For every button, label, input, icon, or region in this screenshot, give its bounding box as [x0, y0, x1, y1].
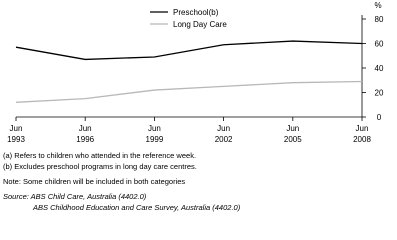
y-tick-label: 40 [375, 64, 384, 73]
x-tick-label: Jun 1993 [7, 124, 25, 144]
line [15, 80, 363, 103]
source: ABS Childhood Education and Care Survey,… [32, 203, 241, 212]
x-tick-label: Jun 1999 [146, 124, 164, 144]
line [15, 40, 363, 61]
x-tick-label: Jun 2008 [353, 124, 371, 144]
y-tick-label: 0 [377, 113, 382, 122]
footnote: (b) Excludes preschool programs in long … [3, 162, 197, 171]
y-tick-label: 80 [375, 15, 384, 24]
y-tick-label: 20 [375, 89, 384, 98]
y-axis-label: % [374, 1, 381, 10]
x-tick-label: Jun 2002 [215, 124, 233, 144]
footnote: (a) Refers to children who attended in t… [3, 151, 196, 160]
y-tick-label: 60 [375, 40, 384, 49]
chart: % (a) Refers to children who attended in… [3, 1, 384, 212]
x-tick-label: Jun 2005 [284, 124, 302, 144]
legend-label: Preschool(b) [173, 8, 219, 17]
legend-label: Long Day Care [173, 20, 227, 29]
x-tick-label: Jun 1996 [76, 124, 94, 144]
page: % (a) Refers to children who attended in… [3, 1, 384, 212]
source: Source: ABS Child Care, Australia (4402.… [3, 192, 147, 201]
note: Note: Some children will be included in … [3, 177, 185, 186]
